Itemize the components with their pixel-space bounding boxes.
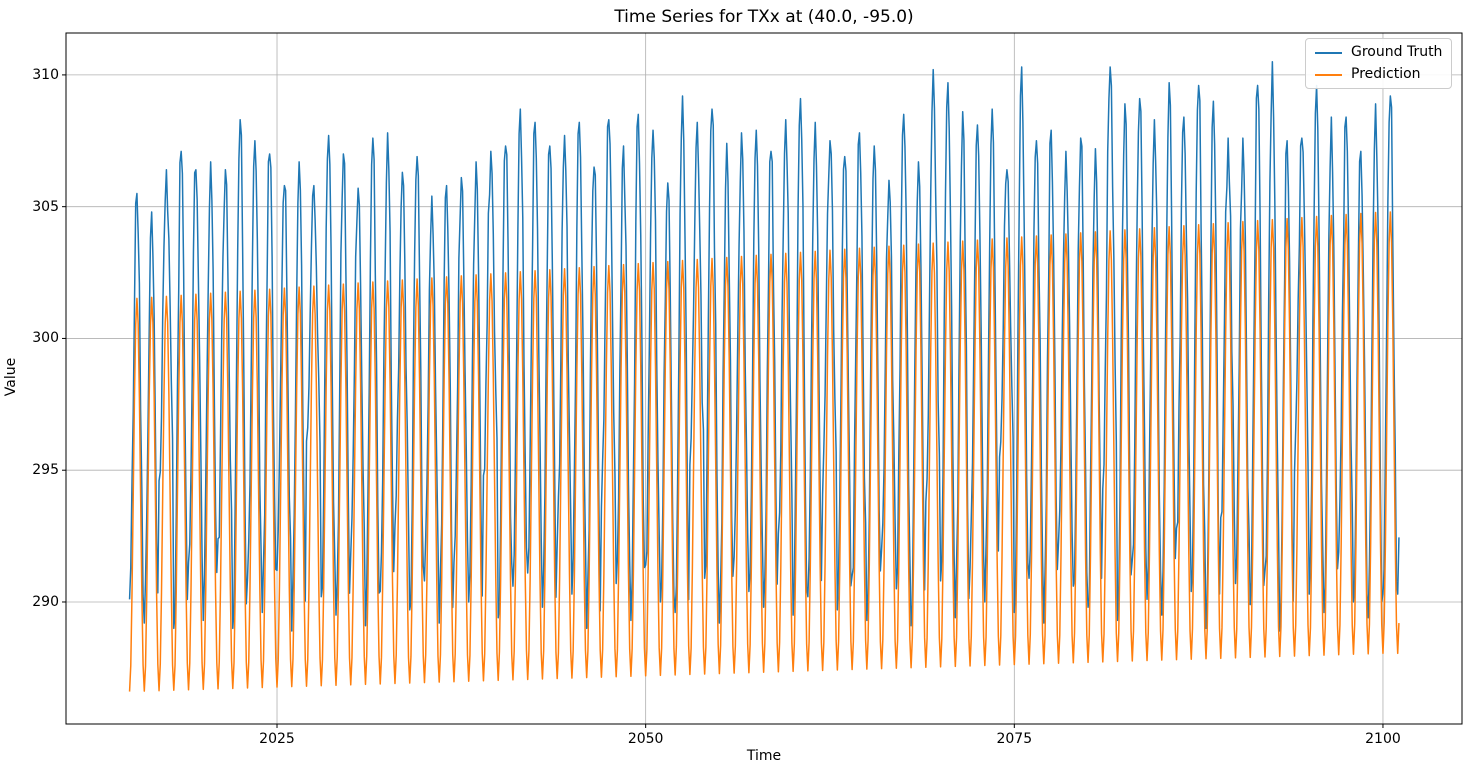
x-axis-label: Time (746, 748, 782, 764)
y-tick-label: 305 (32, 198, 59, 215)
legend-item-prediction: Prediction (1315, 66, 1442, 83)
x-tick-label: 2050 (627, 731, 664, 747)
ground-truth-line (128, 60, 1400, 632)
prediction-line (128, 211, 1400, 692)
legend-item-ground-truth: Ground Truth (1315, 44, 1442, 61)
ground-truth-line-swatch (1315, 51, 1342, 54)
x-tick-label: 2075 (996, 731, 1033, 747)
legend: Ground Truth Prediction (1305, 38, 1453, 89)
y-tick-label: 290 (32, 593, 59, 610)
legend-label-prediction: Prediction (1351, 66, 1421, 82)
y-tick-label: 295 (32, 462, 59, 479)
x-tick-label: 2100 (1365, 731, 1401, 747)
y-tick-label: 310 (32, 66, 59, 83)
x-tick-label: 2025 (259, 731, 295, 747)
chart-title: Time Series for TXx at (40.0, -95.0) (614, 7, 914, 27)
prediction-line-swatch (1315, 73, 1342, 76)
y-axis-label: Value (3, 357, 19, 397)
axes-spines (65, 32, 1463, 725)
legend-label-ground-truth: Ground Truth (1351, 44, 1443, 60)
y-tick-label: 300 (32, 330, 59, 347)
